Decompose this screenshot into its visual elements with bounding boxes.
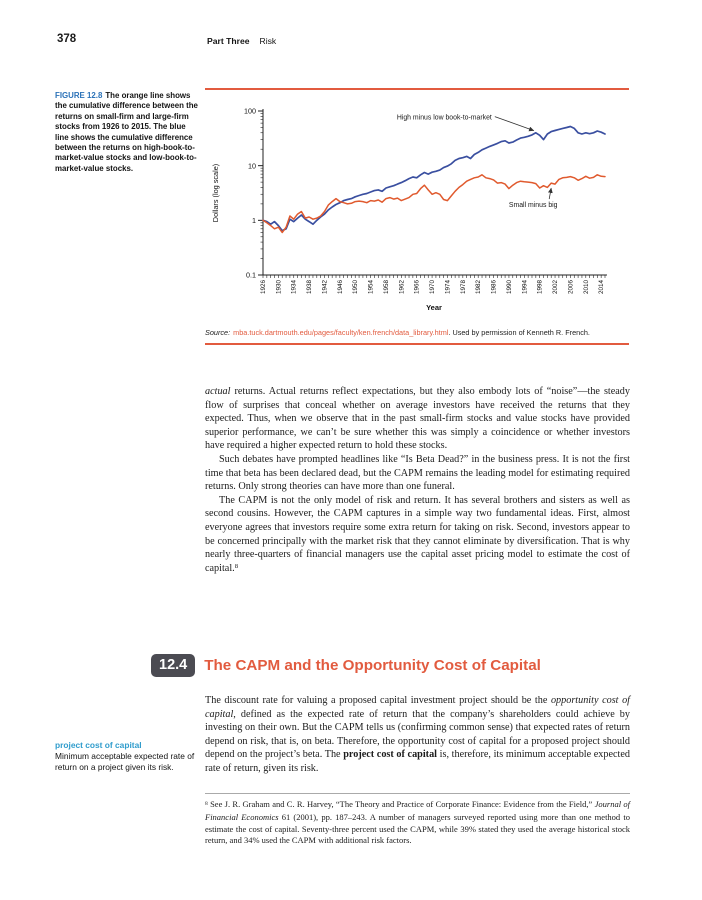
x-tick-label: 1942	[321, 280, 328, 295]
x-tick-label: 1926	[260, 280, 267, 295]
paragraph-beta-dead: Such debates have prompted headlines lik…	[205, 453, 630, 493]
margin-note-definition: Minimum acceptable expected rate of retu…	[55, 751, 195, 773]
running-head-topic: Risk	[259, 36, 277, 46]
x-tick-label: 1954	[368, 280, 375, 295]
section-intro-block: The discount rate for valuing a proposed…	[205, 694, 630, 776]
x-tick-label: 1962	[398, 280, 405, 295]
x-tick-label: 1930	[275, 280, 282, 295]
paragraph-capm-models: The CAPM is not the only model of risk a…	[205, 494, 630, 574]
figure-label: FIGURE 12.8	[55, 91, 103, 100]
annotation-arrow	[494, 116, 535, 132]
x-axis-title: Year	[426, 303, 442, 312]
paragraph-actual-returns: actual returns. Actual returns reflect e…	[205, 386, 630, 452]
x-tick-label: 2006	[567, 280, 574, 295]
y-tick-label: 10	[248, 161, 256, 170]
x-tick-label: 1982	[475, 280, 482, 295]
margin-note-term: project cost of capital	[55, 740, 142, 750]
x-tick-label: 1966	[414, 280, 421, 295]
x-tick-label: 1978	[460, 280, 467, 295]
x-tick-label: 1946	[337, 280, 344, 295]
figure-source-link[interactable]: mba.tuck.dartmouth.edu/pages/faculty/ken…	[233, 328, 449, 338]
y-tick-label: 1	[252, 216, 256, 225]
x-tick-label: 1950	[352, 280, 359, 295]
section-number-badge: 12.4	[151, 654, 196, 677]
running-head: Part Three Risk	[207, 36, 276, 46]
x-tick-label: 1970	[429, 280, 436, 295]
chart-annotation: Small minus big	[509, 202, 558, 209]
y-tick-label: 0.1	[246, 271, 256, 280]
x-tick-label: 1974	[444, 280, 451, 295]
section-heading: 12.4 The CAPM and the Opportunity Cost o…	[151, 654, 541, 677]
x-tick-label: 2010	[583, 280, 590, 295]
x-tick-label: 1938	[306, 280, 313, 295]
figure-source-prefix: Source:	[205, 328, 231, 338]
series-line-smb	[262, 174, 606, 234]
paragraph-discount-rate: The discount rate for valuing a proposed…	[205, 695, 631, 774]
x-tick-label: 1998	[537, 280, 544, 295]
section-title: The CAPM and the Opportunity Cost of Cap…	[204, 657, 541, 674]
x-tick-label: 2002	[552, 280, 559, 295]
figure-bottom-rule	[205, 343, 629, 345]
x-tick-label: 2014	[598, 280, 605, 295]
figure-source-suffix: . Used by permission of Kenneth R. Frenc…	[448, 328, 590, 338]
y-tick-label: 100	[244, 107, 256, 116]
x-tick-label: 1934	[291, 280, 298, 295]
chart-annotation: High minus low book-to-market	[397, 115, 492, 122]
figure-top-rule	[205, 88, 629, 91]
body-text-block: actual returns. Actual returns reflect e…	[205, 385, 630, 576]
series-line-hml	[262, 125, 606, 232]
page-number: 378	[57, 33, 77, 45]
annotation-arrow	[547, 187, 553, 200]
margin-note: project cost of capital Minimum acceptab…	[55, 740, 201, 774]
figure-caption: FIGURE 12.8 The orange line shows the cum…	[55, 91, 200, 174]
y-axis-title: Dollars (log scale)	[211, 164, 220, 222]
figure-12-8: 100 10 1 0.1 1926 1930 1934 1938 1942 1946 1950 195…	[205, 88, 629, 345]
x-tick-label: 1958	[383, 280, 390, 295]
x-tick-label: 1994	[521, 280, 528, 295]
cumulative-returns-chart: 100 10 1 0.1 1926 1930 1934 1938 1942 1946 1950 195…	[211, 107, 607, 312]
figure-source: Source: mba.tuck.dartmouth.edu/pages/facu…	[205, 328, 629, 338]
running-head-part: Part Three	[207, 36, 250, 46]
footnote: 8 See J. R. Graham and C. R. Harvey, “Th…	[205, 793, 630, 846]
x-tick-label: 1986	[491, 280, 498, 295]
x-tick-label: 1990	[506, 280, 513, 295]
figure-caption-text: The orange line shows the cumulative dif…	[55, 91, 198, 173]
